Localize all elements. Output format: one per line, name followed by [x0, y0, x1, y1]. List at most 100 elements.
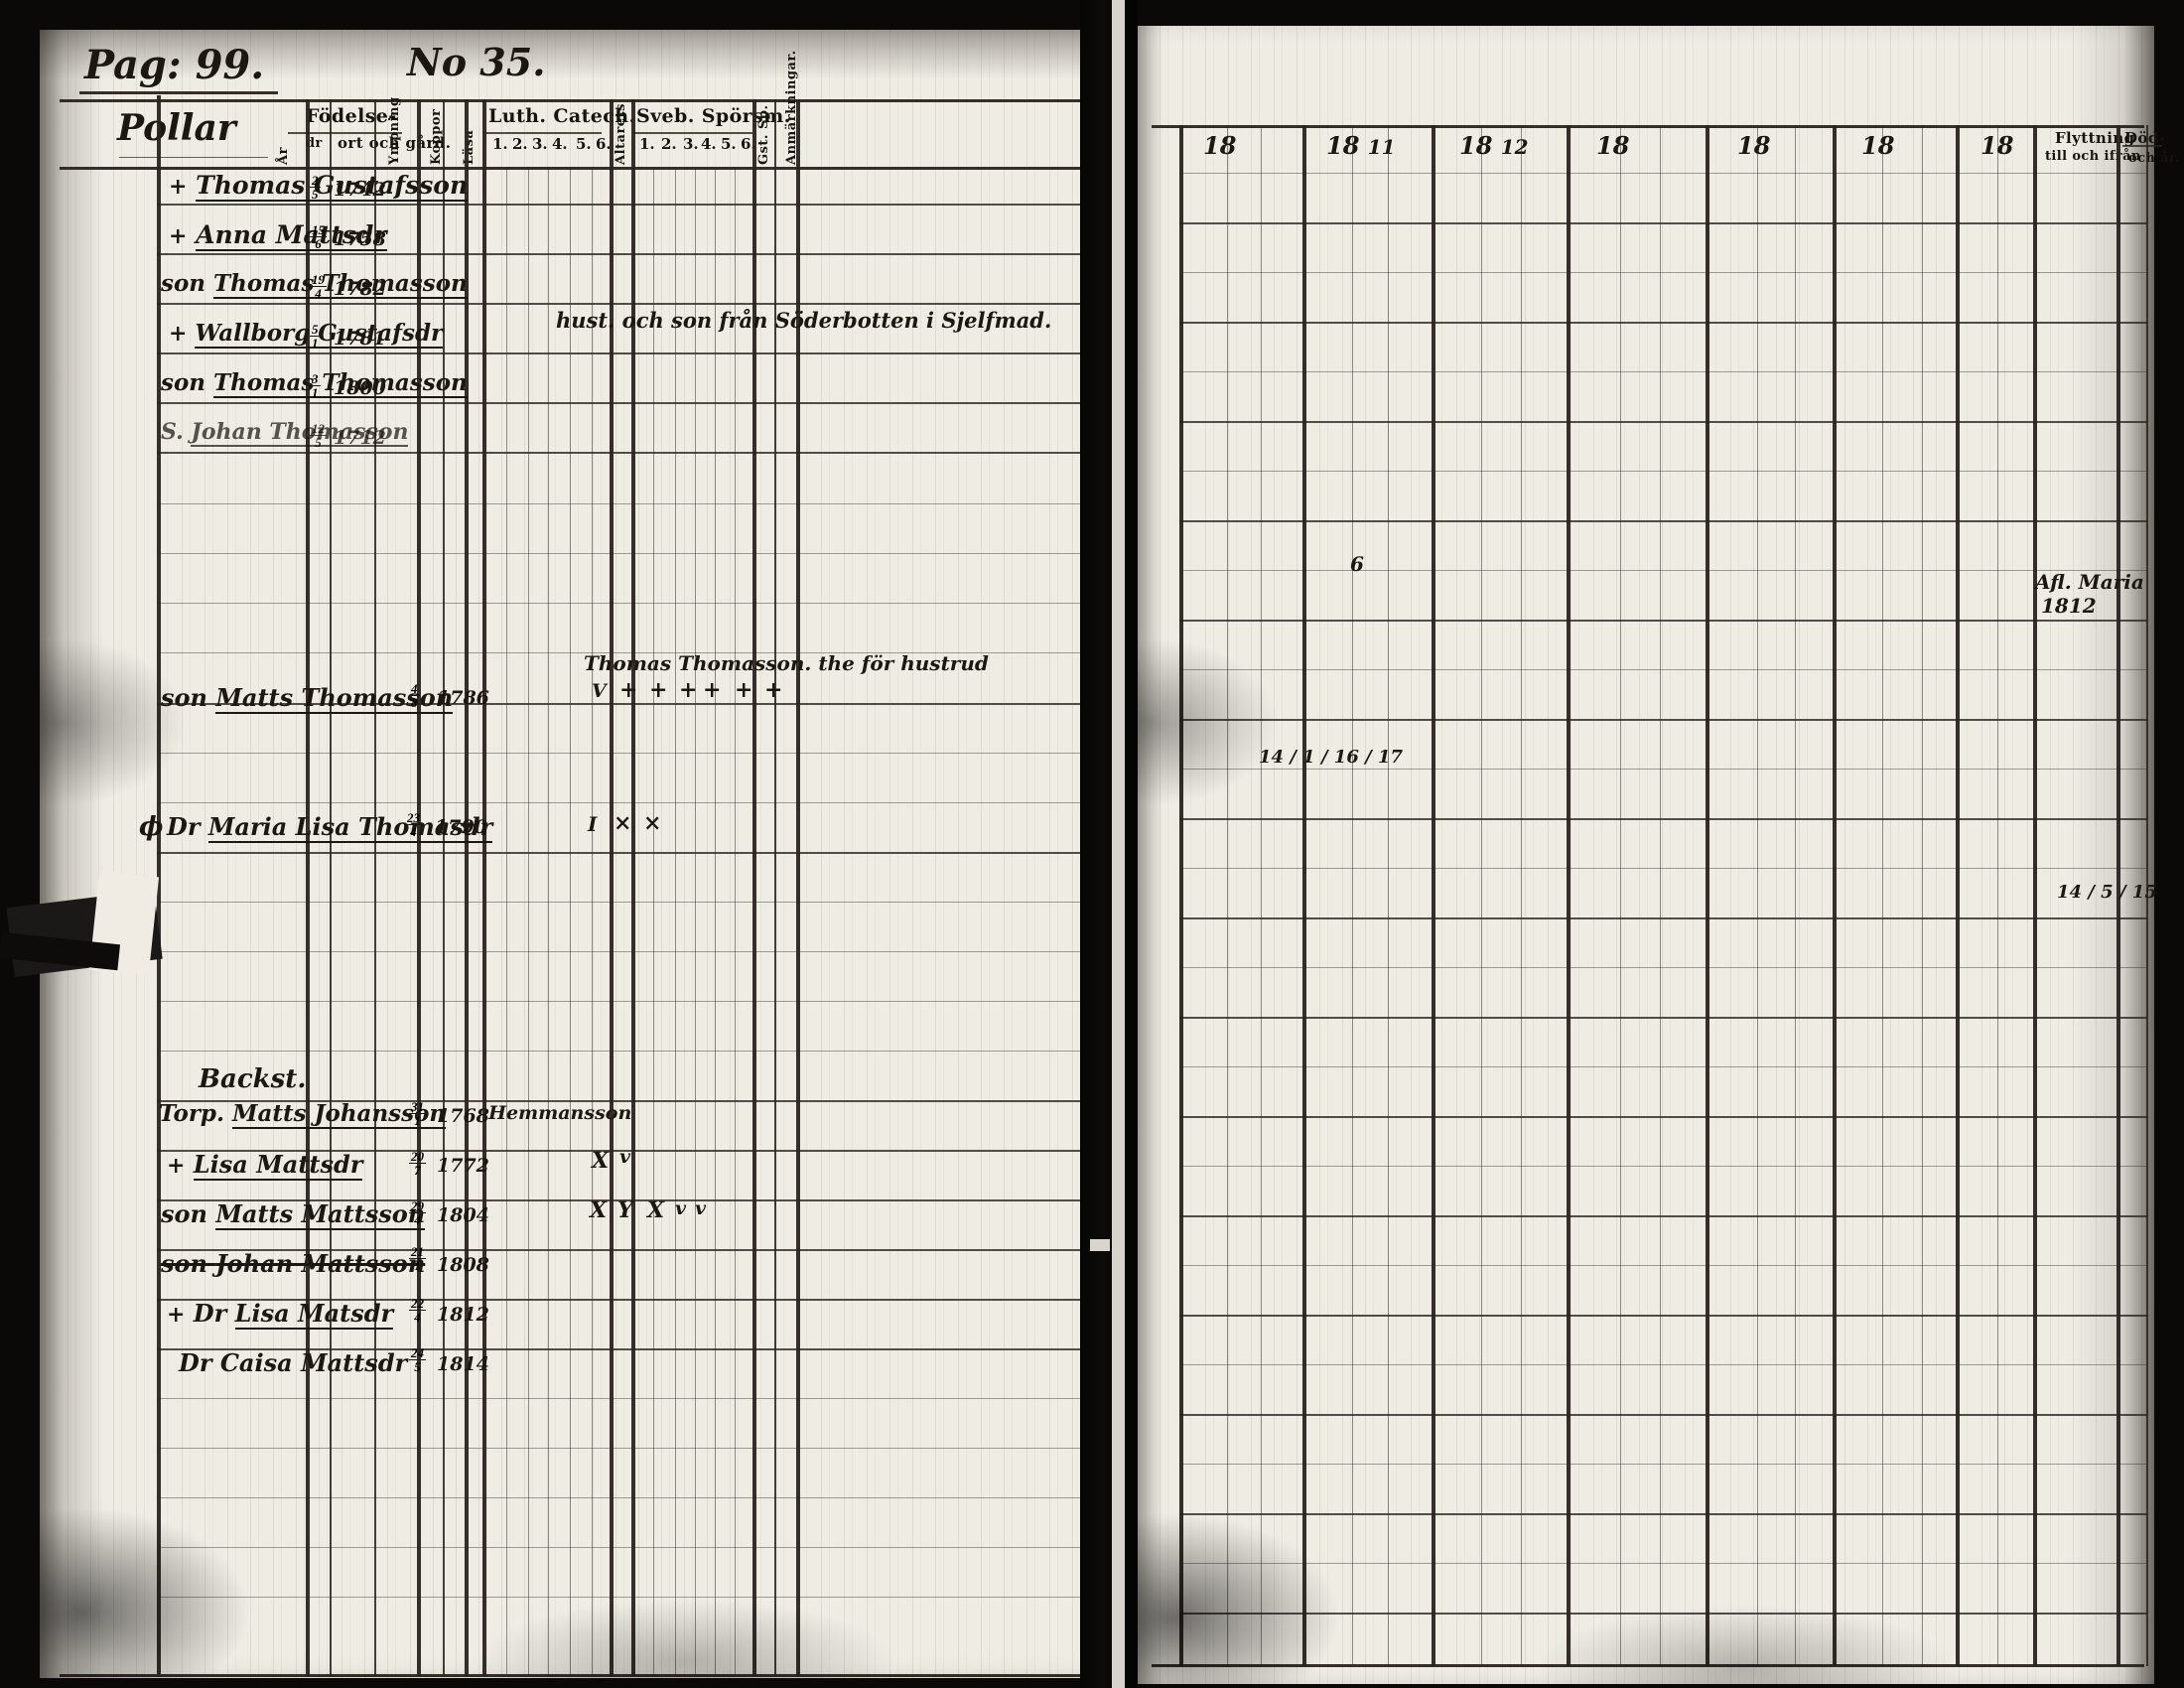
header-moving-sub: till och ifrån: [2045, 149, 2141, 164]
catech-mark: ×: [643, 810, 662, 836]
right-annotation-single: 6: [1350, 552, 1364, 576]
table-row: Dr Caisa Mattsdr: [179, 1348, 407, 1377]
right-annotation-sub: 1812: [2041, 594, 2097, 618]
birth-year: 1786: [437, 687, 489, 709]
birth-date-fraction: 15 6: [310, 222, 327, 251]
table-row: + Dr Lisa Matsdr: [167, 1299, 394, 1330]
right-page: 18 18 11 18 12 18 18 18 18 Flyttning t: [1132, 26, 2180, 1684]
year-column-header: 18: [1737, 131, 1771, 160]
birth-year: 1781: [334, 328, 386, 350]
table-row: + Lisa Mattsdr: [167, 1150, 363, 1181]
birth-year: 1804: [437, 1204, 489, 1226]
sveb-col-5: 5.: [721, 135, 737, 153]
birth-year: 1790: [435, 816, 487, 838]
catech-col-3: 3.: [532, 135, 548, 153]
person-role: Dr: [179, 1348, 212, 1377]
birth-date-fraction: 22 4: [409, 1296, 426, 1325]
paper-fibre-texture-right: [1132, 26, 2154, 1684]
birth-date-fraction: 4 8: [409, 681, 420, 710]
birth-date-fraction: 12 5: [310, 421, 327, 450]
catech-mark: X: [647, 1197, 665, 1223]
catech-mark: v: [695, 1197, 707, 1219]
person-role: Dr: [193, 1299, 227, 1328]
birth-year: 1742: [334, 179, 386, 201]
catech-col-2: 2.: [512, 135, 528, 153]
catech-mark: v: [619, 1146, 631, 1168]
birth-year: 1800: [334, 377, 386, 399]
catech-mark: Y: [617, 1197, 633, 1223]
sveb-col-1: 1.: [639, 135, 655, 153]
year-column-header: 18 12: [1459, 131, 1529, 160]
birth-year: 1768: [437, 1105, 489, 1127]
binding-clip-marker: [1090, 1239, 1110, 1251]
person-name: Lisa Matsdr: [234, 1299, 394, 1330]
catech-mark: v: [675, 1197, 687, 1219]
birth-date-fraction: 3 1: [310, 371, 321, 400]
record-number-label: No 35.: [407, 40, 546, 84]
birth-date-fraction: 21 1: [409, 1244, 426, 1273]
year-column-header: 18: [1203, 131, 1237, 160]
catech-mark: ×: [614, 810, 632, 836]
year-column-header: 18: [1596, 131, 1630, 160]
header-gst-sp: Gst. Sp.: [756, 104, 771, 165]
person-name: Caisa Mattsdr: [219, 1348, 408, 1377]
person-role: Torp.: [159, 1100, 225, 1127]
birth-date-fraction: 2 5: [310, 173, 321, 202]
page-number-label: Pag: 99.: [84, 42, 265, 88]
page-grime-overlay-right: [1132, 26, 2154, 1684]
birth-date-fraction: 31 1: [409, 1099, 426, 1128]
household-note: hust. och son från Söderbotten i Sjelfma…: [556, 308, 1052, 333]
birth-year: 1712: [334, 427, 386, 449]
catech-mark: +: [735, 677, 753, 703]
right-annotation-late: 14 / 5 / 15: [2057, 882, 2157, 903]
person-role: son: [161, 270, 206, 297]
right-annotation-numbers: 14 / 1 / 16 / 17: [1259, 747, 1403, 768]
catech-mark: +: [679, 677, 698, 703]
birth-date-fraction: 5 1: [310, 322, 321, 351]
birth-year: 1758: [334, 228, 386, 250]
catech-col-4: 4.: [552, 135, 568, 153]
person-name: Lisa Mattsdr: [193, 1150, 363, 1181]
birth-year: 1782: [334, 278, 386, 300]
birth-year: 1772: [437, 1155, 489, 1177]
table-row: + Wallborg Gustafsdr: [169, 320, 444, 349]
person-role: Dr: [167, 812, 201, 841]
birth-place: Hemmansson: [488, 1102, 632, 1124]
year-column-header: 18: [1861, 131, 1895, 160]
household-2-label: Backst.: [199, 1064, 307, 1094]
catech-mark: +: [619, 677, 638, 703]
person-name: Matts Mattsson: [215, 1199, 426, 1230]
birth-date-fraction: 23 4: [405, 810, 422, 839]
birth-date-fraction: 20 7: [409, 1149, 426, 1178]
book-gutter-shadow: [1080, 0, 1138, 1688]
catech-col-1: 1.: [492, 135, 508, 153]
birth-year: 1808: [437, 1254, 489, 1276]
header-death-sub: och år.: [2128, 151, 2180, 166]
header-birth-group: Födelse-: [306, 105, 397, 127]
catech-mark: +: [703, 677, 722, 703]
header-birth-year: År: [276, 147, 291, 165]
person-role: son: [161, 369, 206, 396]
table-row: son Matts Mattsson: [161, 1199, 426, 1230]
header-altarets: Altarets: [614, 103, 628, 165]
birth-date-fraction: 29 4: [409, 1198, 426, 1227]
birth-date-fraction: 24 5: [409, 1345, 426, 1374]
left-page: Pag: 99. Pollar No 35. Födelse- År dr or…: [40, 30, 1117, 1678]
sveb-col-3: 3.: [683, 135, 699, 153]
person-name: Thomas Gustafsson: [196, 171, 469, 202]
catech-mark: +: [764, 677, 783, 703]
table-row-struck: son Johan Mattsson: [161, 1249, 425, 1278]
person-name: Johan Mattsson: [215, 1249, 426, 1278]
catech-mark: +: [649, 677, 668, 703]
birth-year: 1814: [437, 1353, 489, 1375]
year-column-header: 18 11: [1326, 131, 1396, 160]
catech-mark: X: [592, 1148, 610, 1174]
catech-mark: V: [592, 680, 607, 702]
header-vaccination: Ympning: [387, 96, 402, 165]
person-role: S.: [161, 419, 184, 445]
person-role: son: [161, 683, 207, 712]
birth-year: 1812: [437, 1304, 489, 1326]
farm-name-heading: Pollar: [117, 107, 236, 149]
table-row: Torp. Matts Johansson: [159, 1100, 447, 1129]
